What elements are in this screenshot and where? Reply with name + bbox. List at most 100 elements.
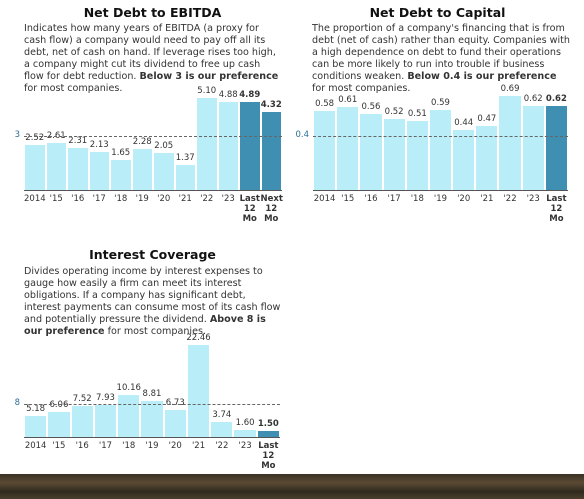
y-tick-label: 0.4 <box>295 129 309 140</box>
bar <box>337 106 359 190</box>
value-label: 1.50 <box>257 418 279 429</box>
value-label: 7.93 <box>95 392 115 403</box>
value-label: 5.18 <box>26 403 46 414</box>
x-tick-label: '20 <box>457 194 471 204</box>
bar <box>48 412 70 437</box>
chart-title: Net Debt to Capital <box>369 5 506 20</box>
bar <box>154 153 174 190</box>
x-tick-label: '18 <box>114 194 128 204</box>
value-label: 1.60 <box>235 418 255 429</box>
bar <box>197 98 217 190</box>
value-label: 1.37 <box>175 153 195 164</box>
x-tick-label: '21 <box>480 194 494 204</box>
value-label: 0.47 <box>477 114 497 125</box>
bar <box>175 165 195 190</box>
y-tick-label: 3 <box>14 129 20 140</box>
value-label: 0.69 <box>500 84 520 95</box>
bar <box>68 148 88 190</box>
bar <box>476 126 498 190</box>
x-tick-label: '21 <box>178 194 192 204</box>
value-label: 4.32 <box>260 100 282 111</box>
value-label: 2.52 <box>25 132 45 143</box>
bar <box>383 119 405 190</box>
chart-title: Net Debt to EBITDA <box>83 5 222 20</box>
value-label: 3.74 <box>212 409 232 420</box>
x-tick-label: 2014 <box>313 194 336 204</box>
x-tick-label: '22 <box>200 194 214 204</box>
x-tick-label: '18 <box>122 441 136 451</box>
bar <box>111 160 131 190</box>
bar <box>545 105 567 190</box>
bar <box>89 151 109 190</box>
description-segment: Divides operating income by interest exp… <box>24 266 281 325</box>
x-tick-label: '16 <box>75 441 89 451</box>
description-segment: Indicates how many years of EBITDA (a pr… <box>24 23 276 82</box>
value-label: 0.44 <box>454 118 474 129</box>
x-tick-label: '21 <box>191 441 206 451</box>
bar <box>164 409 186 437</box>
description-segment: The proportion of a company's financing … <box>312 23 571 82</box>
bar <box>25 144 45 190</box>
x-tick-label: '23 <box>238 441 252 451</box>
bar <box>314 111 336 190</box>
x-tick-label: '22 <box>215 441 229 451</box>
bar <box>94 404 117 437</box>
description-segment: for most companies. <box>24 83 123 94</box>
x-tick-label: '18 <box>410 194 424 204</box>
x-tick-label: '22 <box>503 194 517 204</box>
bar <box>429 109 452 190</box>
value-label: 2.05 <box>154 141 174 152</box>
bar <box>261 112 281 190</box>
x-tick-label: '23 <box>526 194 540 204</box>
x-tick-label: Next 12 Mo <box>260 194 283 224</box>
chart-description: The proportion of a company's financing … <box>312 23 570 95</box>
value-label: 4.89 <box>239 89 261 100</box>
value-label: 22.46 <box>186 333 211 344</box>
value-label: 2.31 <box>68 136 88 147</box>
bar <box>141 401 163 437</box>
x-tick-label: '15 <box>341 194 355 204</box>
x-tick-label: '20 <box>168 441 182 451</box>
x-tick-label: 2014 <box>24 194 46 204</box>
chart-description: Divides operating income by interest exp… <box>24 266 282 338</box>
bar <box>218 101 238 190</box>
x-axis <box>24 190 282 191</box>
background-photo <box>0 474 584 499</box>
reference-line <box>24 404 280 406</box>
bar <box>499 96 521 190</box>
value-label: 4.88 <box>218 89 238 100</box>
bar <box>240 101 260 190</box>
value-label: 5.10 <box>197 86 217 97</box>
value-label: 10.16 <box>116 383 141 394</box>
chart-title: Interest Coverage <box>89 247 216 262</box>
x-tick-label: '15 <box>52 441 66 451</box>
x-tick-label: 2014 <box>24 441 47 451</box>
bar <box>360 113 382 190</box>
x-tick-label: '17 <box>98 441 113 451</box>
value-label: 0.62 <box>545 93 567 104</box>
bar <box>46 142 66 190</box>
value-label: 2.28 <box>132 136 152 147</box>
value-label: 8.81 <box>142 389 162 399</box>
value-label: 0.58 <box>315 99 335 110</box>
value-label: 0.56 <box>361 101 381 112</box>
value-label: 0.52 <box>384 107 404 118</box>
bar <box>406 120 428 190</box>
x-tick-label: Last 12 Mo <box>239 194 260 224</box>
x-tick-label: '17 <box>92 194 106 204</box>
bar <box>118 395 140 437</box>
value-label: 0.51 <box>407 108 427 119</box>
x-tick-label: '19 <box>135 194 149 204</box>
reference-line <box>313 135 568 137</box>
bar <box>453 130 475 190</box>
description-segment: for most companies. <box>312 83 411 94</box>
chart-description: Indicates how many years of EBITDA (a pr… <box>24 23 282 95</box>
x-tick-label: '23 <box>221 194 235 204</box>
x-tick-label: '16 <box>364 194 378 204</box>
description-segment: Below 0.4 is our preference <box>407 71 557 82</box>
x-axis <box>313 190 568 191</box>
x-tick-label: '16 <box>71 194 85 204</box>
bar <box>25 415 47 437</box>
x-tick-label: '15 <box>49 194 63 204</box>
description-segment: for most companies. <box>104 326 207 337</box>
